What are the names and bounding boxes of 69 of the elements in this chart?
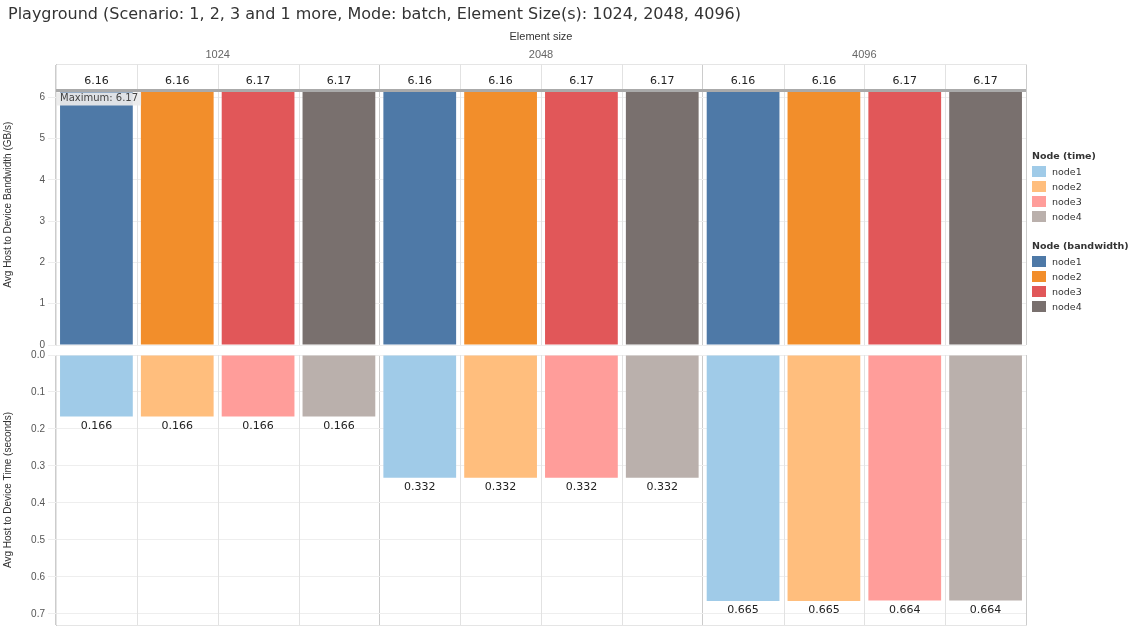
x-tick-label: 2048 — [528, 47, 554, 60]
data-label: 6.16 — [84, 74, 109, 88]
data-label: 6.16 — [488, 74, 513, 88]
legend-label: node1 — [1052, 256, 1082, 267]
data-label: 0.166 — [161, 418, 193, 432]
y-tick-label: 0.6 — [31, 570, 46, 582]
bar — [868, 355, 942, 601]
data-label: 6.17 — [892, 73, 917, 87]
bar — [302, 355, 376, 417]
data-label: 6.17 — [569, 73, 594, 87]
y-tick-label: 0.2 — [31, 422, 46, 434]
bar — [60, 355, 133, 417]
data-label: 6.16 — [811, 74, 837, 88]
bar — [706, 355, 780, 601]
chart-title: Playground (Scenario: 1, 2, 3 and 1 more, Mode: batch, Element Size(s): 1024, 2048, 4096) — [8, 4, 741, 23]
legend-label: node1 — [1052, 166, 1082, 177]
legend-label: node4 — [1052, 301, 1082, 312]
bar — [383, 355, 457, 478]
y-tick-label: 6 — [39, 91, 46, 103]
data-label: 6.17 — [973, 73, 998, 87]
x-axis-title: Element size — [509, 29, 573, 42]
data-label: 6.17 — [245, 73, 271, 87]
y-tick-label: 2 — [39, 256, 46, 268]
data-label: 0.332 — [484, 480, 517, 494]
bar — [545, 355, 618, 478]
data-label: 0.664 — [969, 602, 1002, 616]
bar — [625, 355, 699, 478]
data-label: 0.332 — [404, 480, 436, 494]
data-label: 6.17 — [326, 73, 352, 87]
legend-label: node3 — [1052, 286, 1082, 297]
data-label: 6.16 — [730, 74, 756, 88]
data-label: 6.16 — [407, 74, 432, 88]
y-tick-label: 0.7 — [31, 607, 46, 619]
bar — [140, 355, 214, 417]
data-label: 0.665 — [808, 603, 840, 617]
y-tick-label: 0.0 — [31, 348, 46, 360]
y-tick-label: 5 — [39, 132, 46, 144]
y-tick-label: 0 — [39, 338, 46, 350]
ref-line-label: Maximum: 6.17 — [60, 91, 139, 103]
y-tick-label: 0.5 — [31, 533, 46, 545]
y-tick-label: 3 — [39, 214, 46, 226]
data-label: 0.332 — [646, 480, 678, 494]
y-tick-label: 1 — [39, 297, 46, 309]
y-tick-label: 0.1 — [31, 385, 46, 397]
y-tick-label: 0.4 — [31, 496, 46, 508]
y-tick-label: 4 — [39, 173, 46, 185]
data-label: 6.16 — [165, 74, 190, 88]
legend-label: node2 — [1052, 271, 1082, 282]
data-label: 0.166 — [242, 418, 274, 432]
x-tick-label: 4096 — [852, 47, 877, 60]
data-label: 0.166 — [323, 418, 355, 432]
data-label: 6.17 — [650, 73, 675, 87]
bar — [949, 355, 1022, 601]
legend-label: node3 — [1052, 196, 1082, 207]
y-axis-title: Avg Host to Device Bandwidth (GB/s) — [1, 121, 13, 288]
y-axis-title: Avg Host to Device Time (seconds) — [1, 412, 13, 568]
data-label: 0.166 — [80, 418, 113, 432]
bar — [221, 355, 295, 417]
legend-title: Node (time) — [1032, 150, 1096, 161]
legend-title: Node (bandwidth) — [1032, 240, 1129, 251]
data-label: 0.332 — [565, 480, 598, 494]
data-label: 0.664 — [889, 602, 921, 616]
bar — [464, 355, 537, 478]
x-tick-label: 1024 — [205, 47, 230, 60]
y-tick-label: 0.3 — [31, 459, 46, 471]
legend-label: node4 — [1052, 211, 1082, 222]
bar — [787, 355, 861, 601]
legend-label: node2 — [1052, 181, 1082, 192]
data-label: 0.665 — [727, 603, 759, 617]
